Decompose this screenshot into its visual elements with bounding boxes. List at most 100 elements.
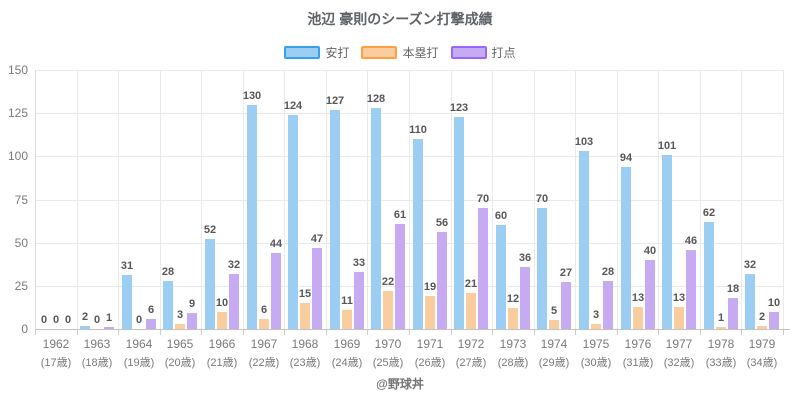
- x-axis-year-1970: 1970: [374, 337, 402, 351]
- value-label-rbi-1974: 27: [559, 267, 573, 279]
- bar-rbi-1966[interactable]: [229, 274, 239, 329]
- bar-rbi-1964[interactable]: [146, 319, 156, 329]
- value-label-rbi-1964: 6: [147, 304, 155, 316]
- bar-homeruns-1969[interactable]: [342, 310, 352, 329]
- bar-hits-1968[interactable]: [288, 115, 298, 329]
- bar-homeruns-1978[interactable]: [716, 327, 726, 329]
- value-label-rbi-1979: 10: [767, 297, 781, 309]
- y-axis-tick-25: 25: [14, 279, 28, 293]
- bar-hits-1973[interactable]: [496, 225, 506, 329]
- bar-homeruns-1976[interactable]: [633, 307, 643, 329]
- bar-hits-1967[interactable]: [247, 105, 257, 329]
- bar-rbi-1979[interactable]: [769, 312, 779, 329]
- x-axis-year-1964: 1964: [125, 337, 153, 351]
- bar-homeruns-1966[interactable]: [217, 312, 227, 329]
- bar-rbi-1967[interactable]: [271, 253, 281, 329]
- value-label-homeruns-1978: 1: [717, 312, 725, 324]
- bar-rbi-1965[interactable]: [187, 313, 197, 329]
- bar-homeruns-1970[interactable]: [383, 291, 393, 329]
- bar-homeruns-1975[interactable]: [591, 324, 601, 329]
- bar-rbi-1975[interactable]: [603, 281, 613, 329]
- x-axis-year-1966: 1966: [208, 337, 236, 351]
- value-label-hits-1964: 31: [120, 260, 134, 272]
- bar-homeruns-1967[interactable]: [259, 319, 269, 329]
- value-label-rbi-1967: 44: [269, 238, 283, 250]
- bar-rbi-1977[interactable]: [686, 250, 696, 329]
- bar-hits-1974[interactable]: [537, 208, 547, 329]
- y-axis-tick-50: 50: [14, 236, 28, 250]
- x-axis-tickmark-10: [451, 330, 452, 335]
- value-label-homeruns-1965: 3: [176, 309, 184, 321]
- chart-title: 池辺 豪則のシーズン打撃成績: [307, 11, 493, 27]
- bar-rbi-1972[interactable]: [478, 208, 488, 329]
- bar-hits-1979[interactable]: [745, 274, 755, 329]
- bar-rbi-1976[interactable]: [645, 260, 655, 329]
- bar-homeruns-1973[interactable]: [508, 308, 518, 329]
- legend-item-hits[interactable]: 安打: [284, 44, 349, 61]
- x-axis-tickmark-6: [284, 330, 285, 335]
- bar-homeruns-1979[interactable]: [757, 326, 767, 329]
- bar-homeruns-1972[interactable]: [466, 293, 476, 329]
- bar-hits-1966[interactable]: [205, 239, 215, 329]
- bar-hits-1978[interactable]: [704, 222, 714, 329]
- value-label-homeruns-1975: 3: [592, 309, 600, 321]
- x-axis-age-1979: (34歳): [746, 357, 778, 369]
- x-axis-tickmark-4: [201, 330, 202, 335]
- bar-rbi-1969[interactable]: [354, 272, 364, 329]
- x-axis-tickmark-3: [160, 330, 161, 335]
- value-label-hits-1969: 127: [325, 95, 345, 107]
- bar-hits-1975[interactable]: [579, 151, 589, 329]
- bar-rbi-1968[interactable]: [312, 248, 322, 329]
- gridline-x-4: [201, 70, 202, 329]
- value-label-hits-1973: 60: [494, 210, 508, 222]
- bar-rbi-1971[interactable]: [437, 232, 447, 329]
- bar-hits-1977[interactable]: [662, 155, 672, 329]
- value-label-hits-1974: 70: [535, 193, 549, 205]
- value-label-homeruns-1970: 22: [381, 276, 395, 288]
- x-axis-age-1977: (32歳): [663, 357, 695, 369]
- x-axis-tickmark-18: [783, 330, 784, 335]
- value-label-rbi-1971: 56: [435, 217, 449, 229]
- x-axis-age-1964: (19歳): [123, 357, 155, 369]
- bar-hits-1971[interactable]: [413, 139, 423, 329]
- bar-homeruns-1965[interactable]: [175, 324, 185, 329]
- bar-hits-1963[interactable]: [80, 326, 90, 329]
- bar-homeruns-1971[interactable]: [425, 296, 435, 329]
- value-label-rbi-1965: 9: [188, 298, 196, 310]
- gridline-x-1: [77, 70, 78, 329]
- x-axis-tickmark-11: [492, 330, 493, 335]
- bar-homeruns-1968[interactable]: [300, 303, 310, 329]
- bar-hits-1964[interactable]: [122, 275, 132, 329]
- gridline-x-11: [492, 70, 493, 329]
- bar-hits-1972[interactable]: [454, 117, 464, 329]
- bar-hits-1970[interactable]: [371, 108, 381, 329]
- x-axis-tickmark-9: [409, 330, 410, 335]
- gridline-x-17: [741, 70, 742, 329]
- value-label-rbi-1972: 70: [476, 193, 490, 205]
- legend-item-rbi[interactable]: 打点: [450, 44, 516, 61]
- bar-homeruns-1977[interactable]: [674, 307, 684, 329]
- x-axis-year-1971: 1971: [416, 337, 444, 351]
- legend-item-homeruns[interactable]: 本塁打: [361, 44, 439, 61]
- bar-rbi-1970[interactable]: [395, 224, 405, 329]
- gridline-x-3: [160, 70, 161, 329]
- watermark-credit: @野球丼: [376, 377, 424, 391]
- bar-hits-1969[interactable]: [330, 110, 340, 329]
- value-label-homeruns-1974: 5: [550, 305, 558, 317]
- value-label-hits-1966: 52: [203, 224, 217, 236]
- bar-rbi-1973[interactable]: [520, 267, 530, 329]
- x-axis-tickmark-13: [575, 330, 576, 335]
- x-axis-year-1978: 1978: [707, 337, 735, 351]
- y-axis-tick-100: 100: [7, 149, 28, 163]
- value-label-rbi-1962: 0: [64, 314, 72, 326]
- y-axis-tick-0: 0: [21, 322, 28, 336]
- value-label-rbi-1978: 18: [726, 283, 740, 295]
- bar-homeruns-1974[interactable]: [549, 320, 559, 329]
- value-label-homeruns-1967: 6: [260, 304, 268, 316]
- bar-rbi-1978[interactable]: [728, 298, 738, 329]
- bar-hits-1965[interactable]: [163, 281, 173, 329]
- bar-rbi-1963[interactable]: [104, 327, 114, 329]
- bar-rbi-1974[interactable]: [561, 282, 571, 329]
- bar-hits-1976[interactable]: [621, 167, 631, 329]
- value-label-rbi-1969: 33: [352, 257, 366, 269]
